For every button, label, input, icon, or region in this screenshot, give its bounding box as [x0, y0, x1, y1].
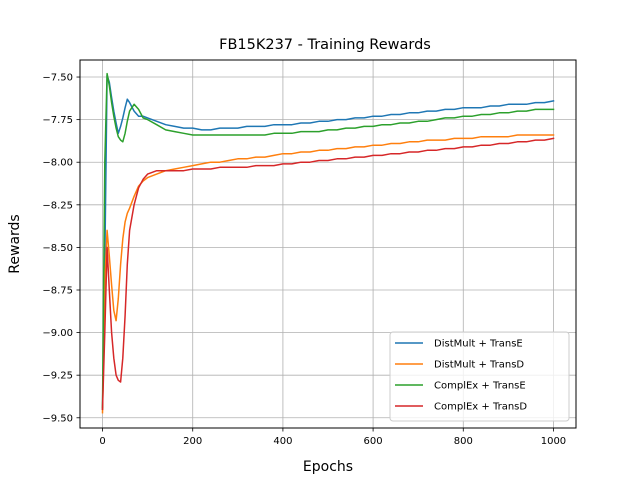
- y-tick-label: −9.50: [42, 413, 73, 424]
- legend-label: DistMult + TransD: [434, 360, 524, 371]
- x-tick-label: 1000: [541, 436, 566, 447]
- legend: DistMult + TransE DistMult + TransD ComplE…: [389, 331, 570, 422]
- x-tick-label: 600: [364, 436, 383, 447]
- chart-title: FB15K237 - Training Rewards: [219, 37, 431, 53]
- series-line-1: [101, 74, 555, 411]
- legend-label: ComplEx + TransD: [434, 402, 527, 413]
- plot-frame: [79, 59, 577, 429]
- grid: [80, 60, 576, 428]
- y-tick-label: −9.25: [42, 371, 73, 382]
- y-tick-label: −7.75: [42, 115, 73, 126]
- y-tick-label: −8.75: [42, 286, 73, 297]
- legend-box: [389, 331, 570, 422]
- series-layer: [101, 72, 555, 414]
- x-axis-ticks: 0 200 400 600 800 1000: [99, 428, 566, 447]
- legend-label: ComplEx + TransE: [434, 381, 526, 392]
- y-tick-label: −8.50: [42, 243, 73, 254]
- x-axis-title: Epochs: [303, 459, 353, 475]
- legend-label: DistMult + TransE: [434, 339, 523, 350]
- x-tick-label: 400: [273, 436, 292, 447]
- series-line-4: [101, 137, 555, 411]
- series-line-3: [101, 72, 555, 409]
- y-tick-label: −7.50: [42, 73, 73, 84]
- y-axis-title: Rewards: [7, 214, 23, 273]
- legend-items: DistMult + TransE DistMult + TransD ComplE…: [395, 339, 527, 413]
- y-tick-label: −8.25: [42, 200, 73, 211]
- y-tick-label: −8.00: [42, 158, 73, 169]
- x-tick-label: 200: [183, 436, 202, 447]
- series-line-2: [101, 134, 555, 414]
- y-tick-label: −9.00: [42, 328, 73, 339]
- x-tick-label: 800: [454, 436, 473, 447]
- x-tick-label: 0: [99, 436, 105, 447]
- y-axis-ticks: −9.50 −9.25 −9.00 −8.75 −8.50 −8.25 −8.00 −7.75…: [42, 73, 80, 424]
